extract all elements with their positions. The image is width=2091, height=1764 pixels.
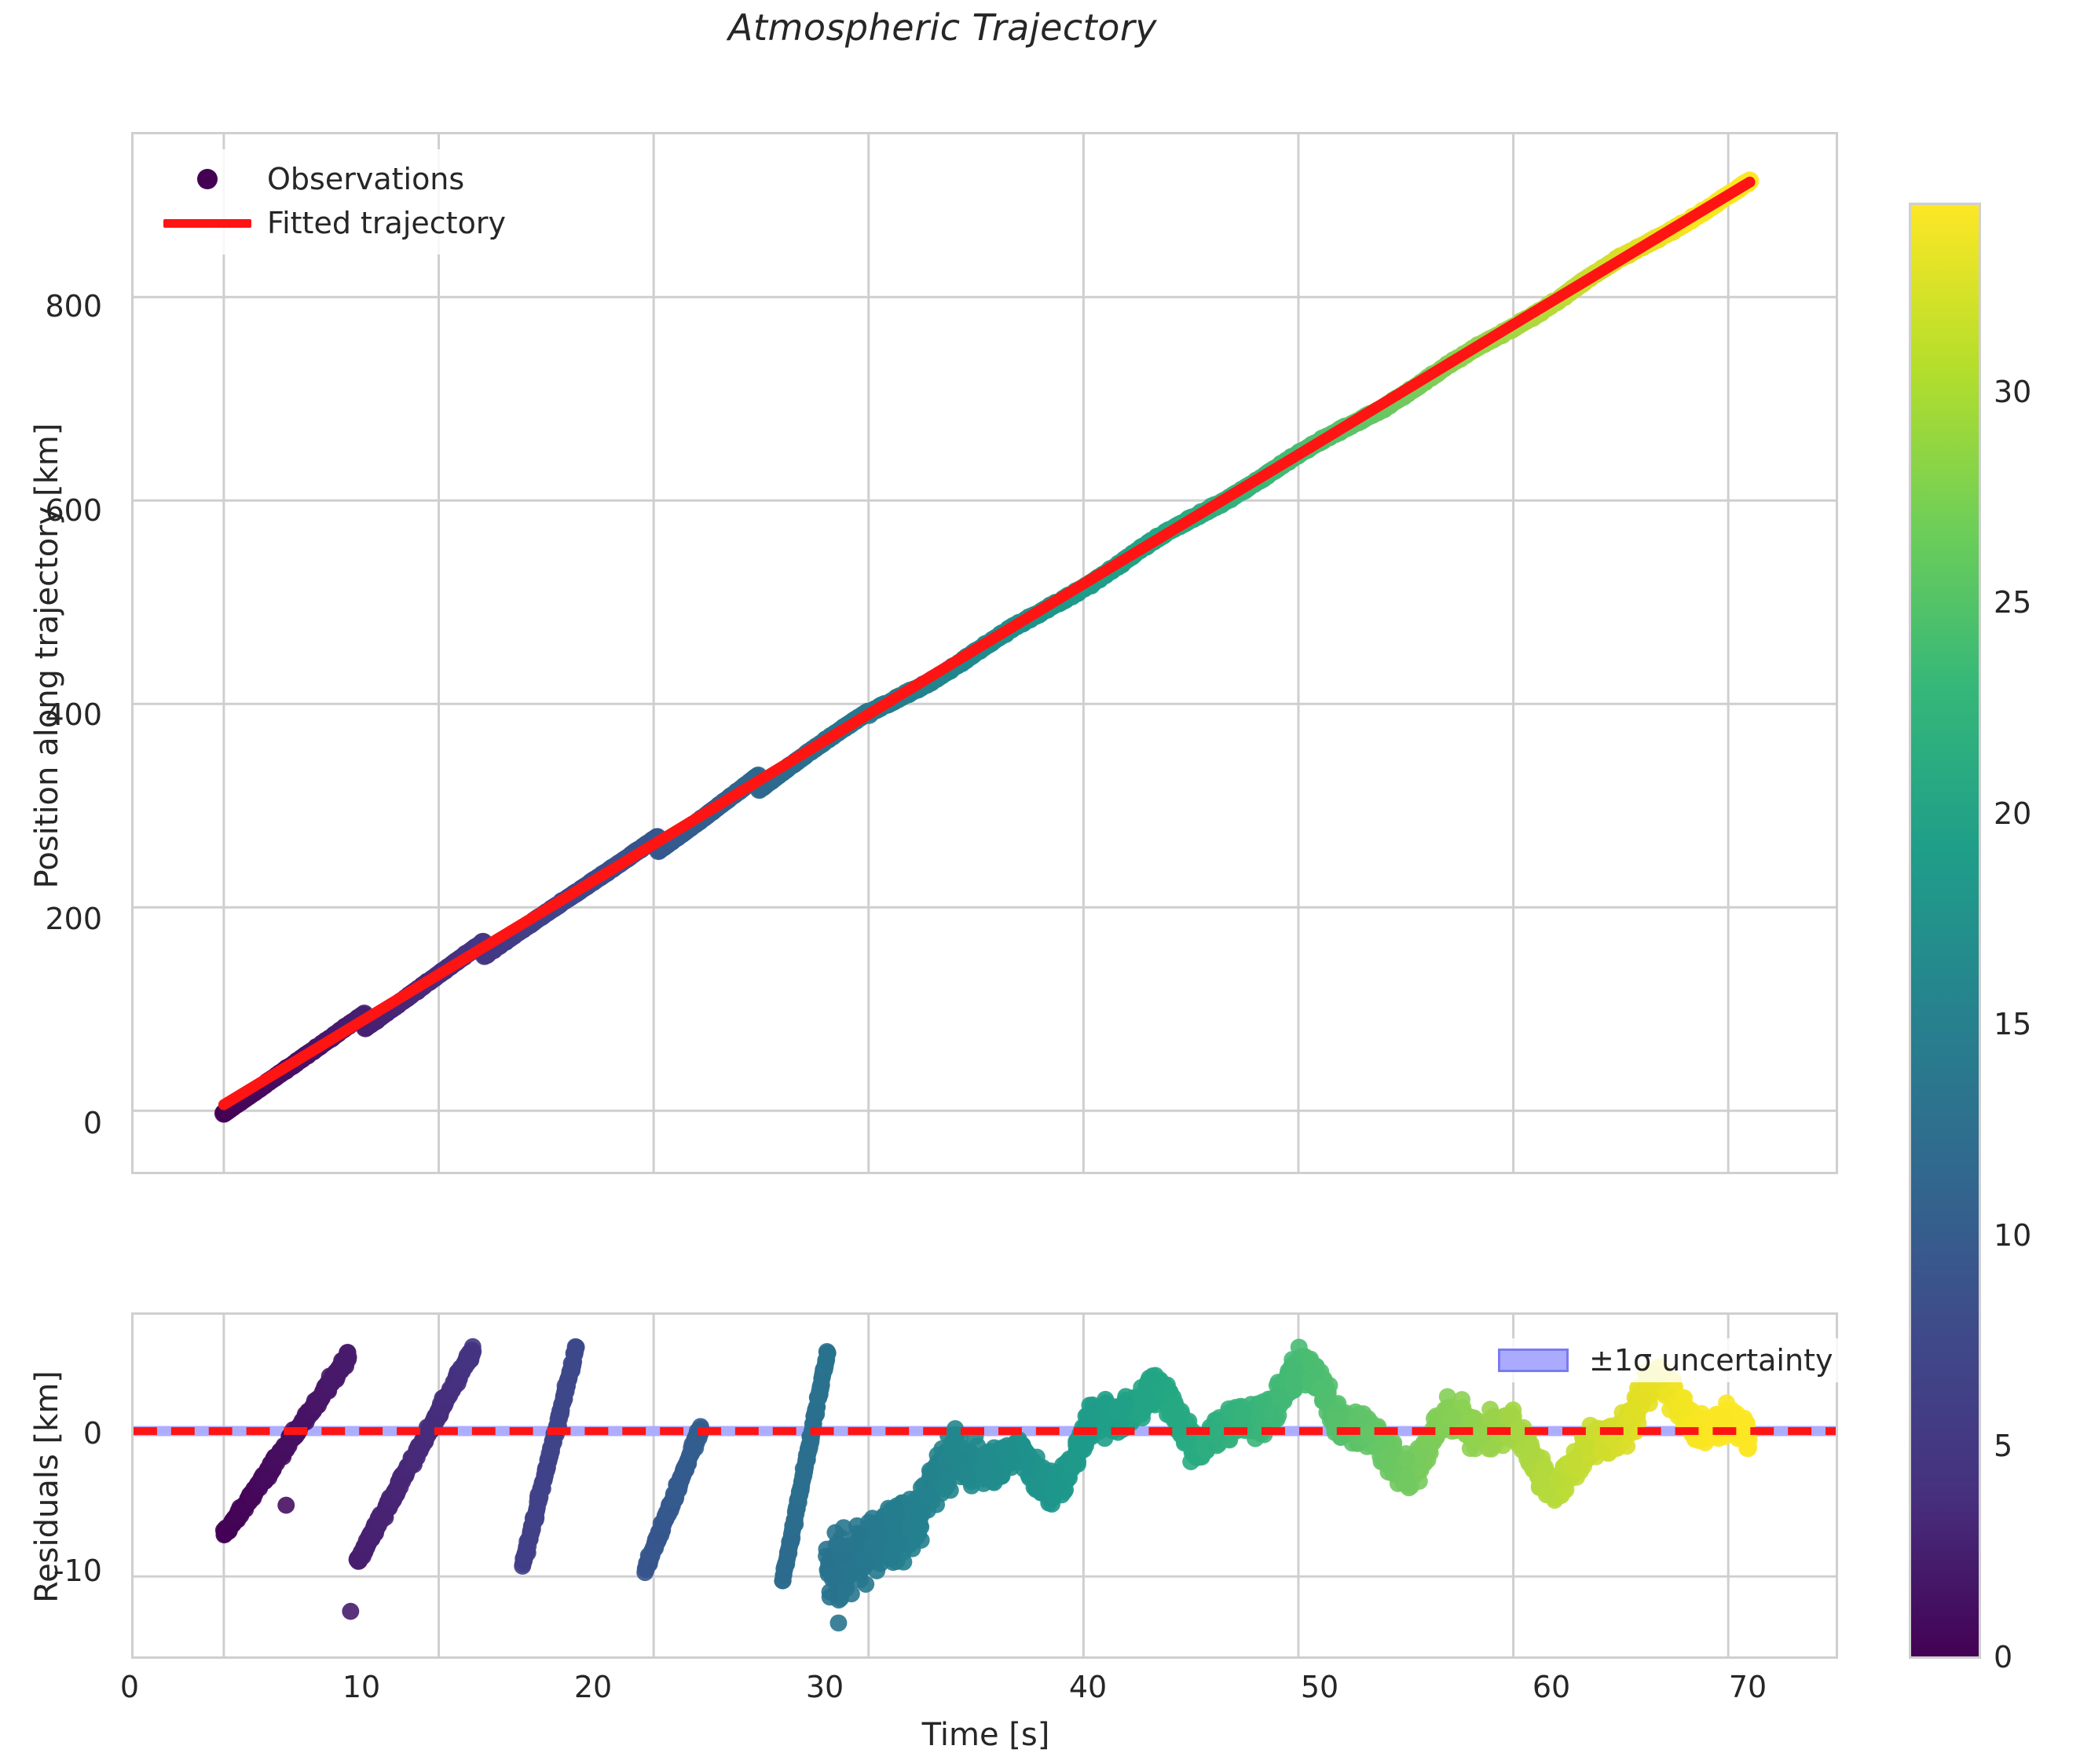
legend-entry-observations: Observations	[160, 157, 506, 201]
xtick-60: 60	[1532, 1670, 1571, 1704]
residual-legend: ±1σ uncertainty	[1489, 1338, 1843, 1382]
main-ytick-800: 800	[45, 289, 102, 324]
colorbar-tick-25: 25	[1994, 585, 2032, 620]
xtick-30: 30	[805, 1670, 844, 1704]
colorbar-tick-0: 0	[1994, 1640, 2013, 1674]
main-ytick-200: 200	[45, 902, 102, 936]
colorbar-tick-10: 10	[1994, 1218, 2032, 1253]
colorbar-gradient	[1911, 205, 1979, 1656]
residual-y-axis-label: Residuals [km]	[29, 1371, 65, 1603]
xtick-20: 20	[573, 1670, 613, 1704]
main-y-axis-label: Position along trajectory [km]	[29, 423, 65, 889]
legend-label-fitted: Fitted trajectory	[267, 206, 506, 240]
xtick-50: 50	[1300, 1670, 1339, 1704]
figure-title: Atmospheric Trajectory	[728, 6, 1157, 49]
residual-ytick-minus10: -10	[53, 1554, 102, 1588]
fitted-line-icon	[160, 207, 255, 239]
main-ytick-600: 600	[45, 493, 102, 528]
xtick-0: 0	[119, 1670, 140, 1704]
colorbar-tick-5: 5	[1994, 1429, 2013, 1463]
legend-label-uncertainty: ±1σ uncertainty	[1589, 1343, 1833, 1378]
xtick-10: 10	[342, 1670, 381, 1704]
main-plot-canvas	[134, 134, 1836, 1172]
colorbar-tick-15: 15	[1994, 1007, 2032, 1041]
legend-entry-fitted: Fitted trajectory	[160, 201, 506, 245]
colorbar-tick-20: 20	[1994, 796, 2032, 831]
main-ytick-400: 400	[45, 697, 102, 732]
main-legend: Observations Fitted trajectory	[149, 149, 520, 254]
uncertainty-patch-icon	[1498, 1349, 1569, 1372]
colorbar-tick-30: 30	[1994, 375, 2032, 409]
xtick-70: 70	[1728, 1670, 1767, 1704]
residual-ytick-0: 0	[82, 1416, 102, 1451]
xtick-40: 40	[1068, 1670, 1108, 1704]
main-ytick-0: 0	[82, 1106, 102, 1140]
main-plot-axes[interactable]	[131, 132, 1838, 1174]
colorbar[interactable]	[1909, 203, 1981, 1659]
legend-label-observations: Observations	[267, 162, 465, 196]
x-axis-label: Time [s]	[921, 1717, 1050, 1753]
observations-marker-icon	[160, 163, 255, 195]
residual-plot-canvas	[134, 1315, 1836, 1656]
